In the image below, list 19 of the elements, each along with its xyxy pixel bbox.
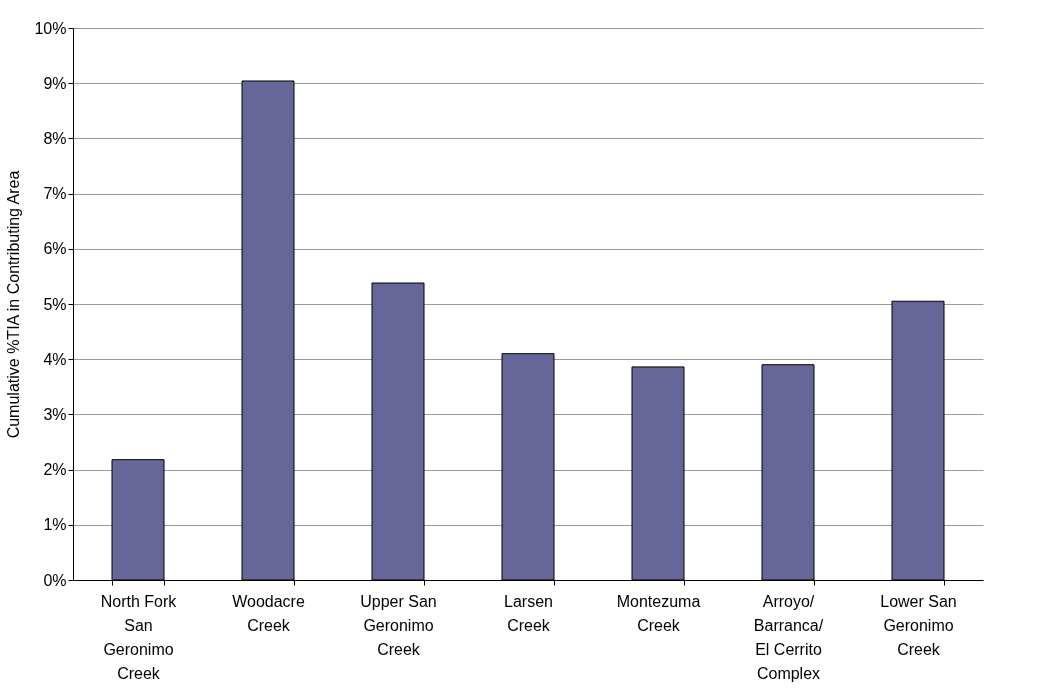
y-tick-label: 2%	[43, 461, 67, 479]
x-tick-label: Upper San Geronimo Creek	[360, 592, 437, 658]
x-tick-label: Montezuma Creek	[616, 592, 701, 634]
y-tick-label: 6%	[43, 240, 67, 258]
y-tick-label: 7%	[43, 185, 67, 203]
x-tick-label: Woodacre Creek	[232, 592, 305, 634]
y-axis-title: Cumulative %TIA in Contributing Area	[5, 170, 23, 439]
x-tick-label: Lower San Geronimo Creek	[880, 592, 957, 658]
x-tick-label: North Fork San Geronimo Creek	[100, 592, 178, 682]
y-tick-label: 4%	[43, 350, 67, 368]
x-tick-label: Larsen Creek	[504, 592, 553, 634]
y-tick-label: 8%	[43, 129, 67, 147]
y-tick-label: 1%	[43, 516, 67, 534]
y-tick-label: 10%	[34, 19, 67, 37]
y-tick-label: 9%	[43, 74, 67, 92]
y-tick-label: 5%	[43, 295, 67, 313]
y-tick-label: 3%	[43, 405, 67, 423]
y-tick-label: 0%	[43, 571, 67, 589]
x-tick-label: Arroyo/Barranca/El Cerrito Complex	[753, 592, 824, 682]
